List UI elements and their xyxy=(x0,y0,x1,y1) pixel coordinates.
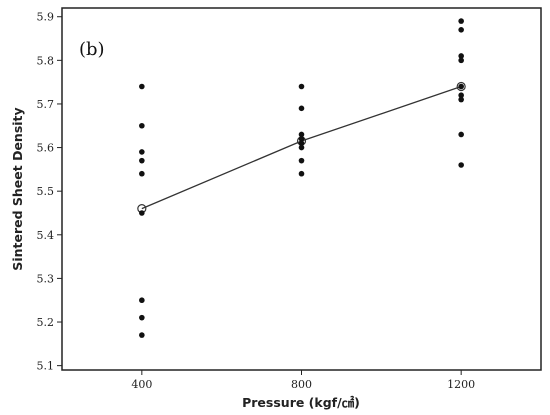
mean-marker xyxy=(456,81,466,92)
data-point xyxy=(458,162,464,168)
panel-label: (b) xyxy=(79,39,105,60)
x-tick-label: 400 xyxy=(131,378,152,391)
data-point xyxy=(458,27,464,33)
y-axis-title: Sintered Sheet Density xyxy=(10,107,25,270)
data-point xyxy=(458,18,464,24)
data-point xyxy=(458,53,464,59)
x-axis-title: Pressure (kgf/㎠) xyxy=(242,395,360,410)
data-point xyxy=(458,57,464,64)
data-point xyxy=(139,122,145,129)
data-point xyxy=(298,131,305,138)
data-point xyxy=(298,83,305,90)
data-point xyxy=(139,332,145,338)
x-tick-label: 800 xyxy=(291,378,312,391)
data-points xyxy=(139,18,464,338)
data-point xyxy=(298,136,305,142)
data-point xyxy=(458,83,464,90)
data-point xyxy=(139,149,145,155)
data-point xyxy=(139,170,145,177)
data-point xyxy=(139,314,145,321)
y-tick-label: 5.5 xyxy=(37,185,55,198)
data-point xyxy=(298,144,305,151)
data-point xyxy=(139,210,145,216)
data-point xyxy=(139,83,145,90)
y-tick-label: 5.6 xyxy=(37,142,55,155)
x-axis-ticks: 400 800 1200 xyxy=(131,370,475,391)
y-tick-label: 5.3 xyxy=(37,272,55,285)
x-tick-label: 1200 xyxy=(447,378,475,391)
data-point xyxy=(139,297,145,304)
data-point xyxy=(458,131,464,138)
data-point xyxy=(139,157,145,164)
data-point xyxy=(458,92,464,99)
y-tick-label: 5.9 xyxy=(37,11,55,24)
y-tick-label: 5.8 xyxy=(37,54,55,67)
data-point xyxy=(298,170,305,177)
data-point xyxy=(298,105,305,112)
plot-frame xyxy=(61,7,542,371)
data-point xyxy=(298,157,305,164)
data-point xyxy=(458,96,464,103)
data-point xyxy=(298,140,305,147)
y-tick-label: 5.1 xyxy=(37,360,55,373)
y-tick-label: 5.4 xyxy=(37,229,55,242)
y-tick-label: 5.2 xyxy=(37,316,55,329)
y-axis-ticks: 5.1 5.2 5.3 5.4 5.5 5.6 5.7 5.8 5.9 xyxy=(37,11,62,373)
y-tick-label: 5.7 xyxy=(37,98,55,111)
